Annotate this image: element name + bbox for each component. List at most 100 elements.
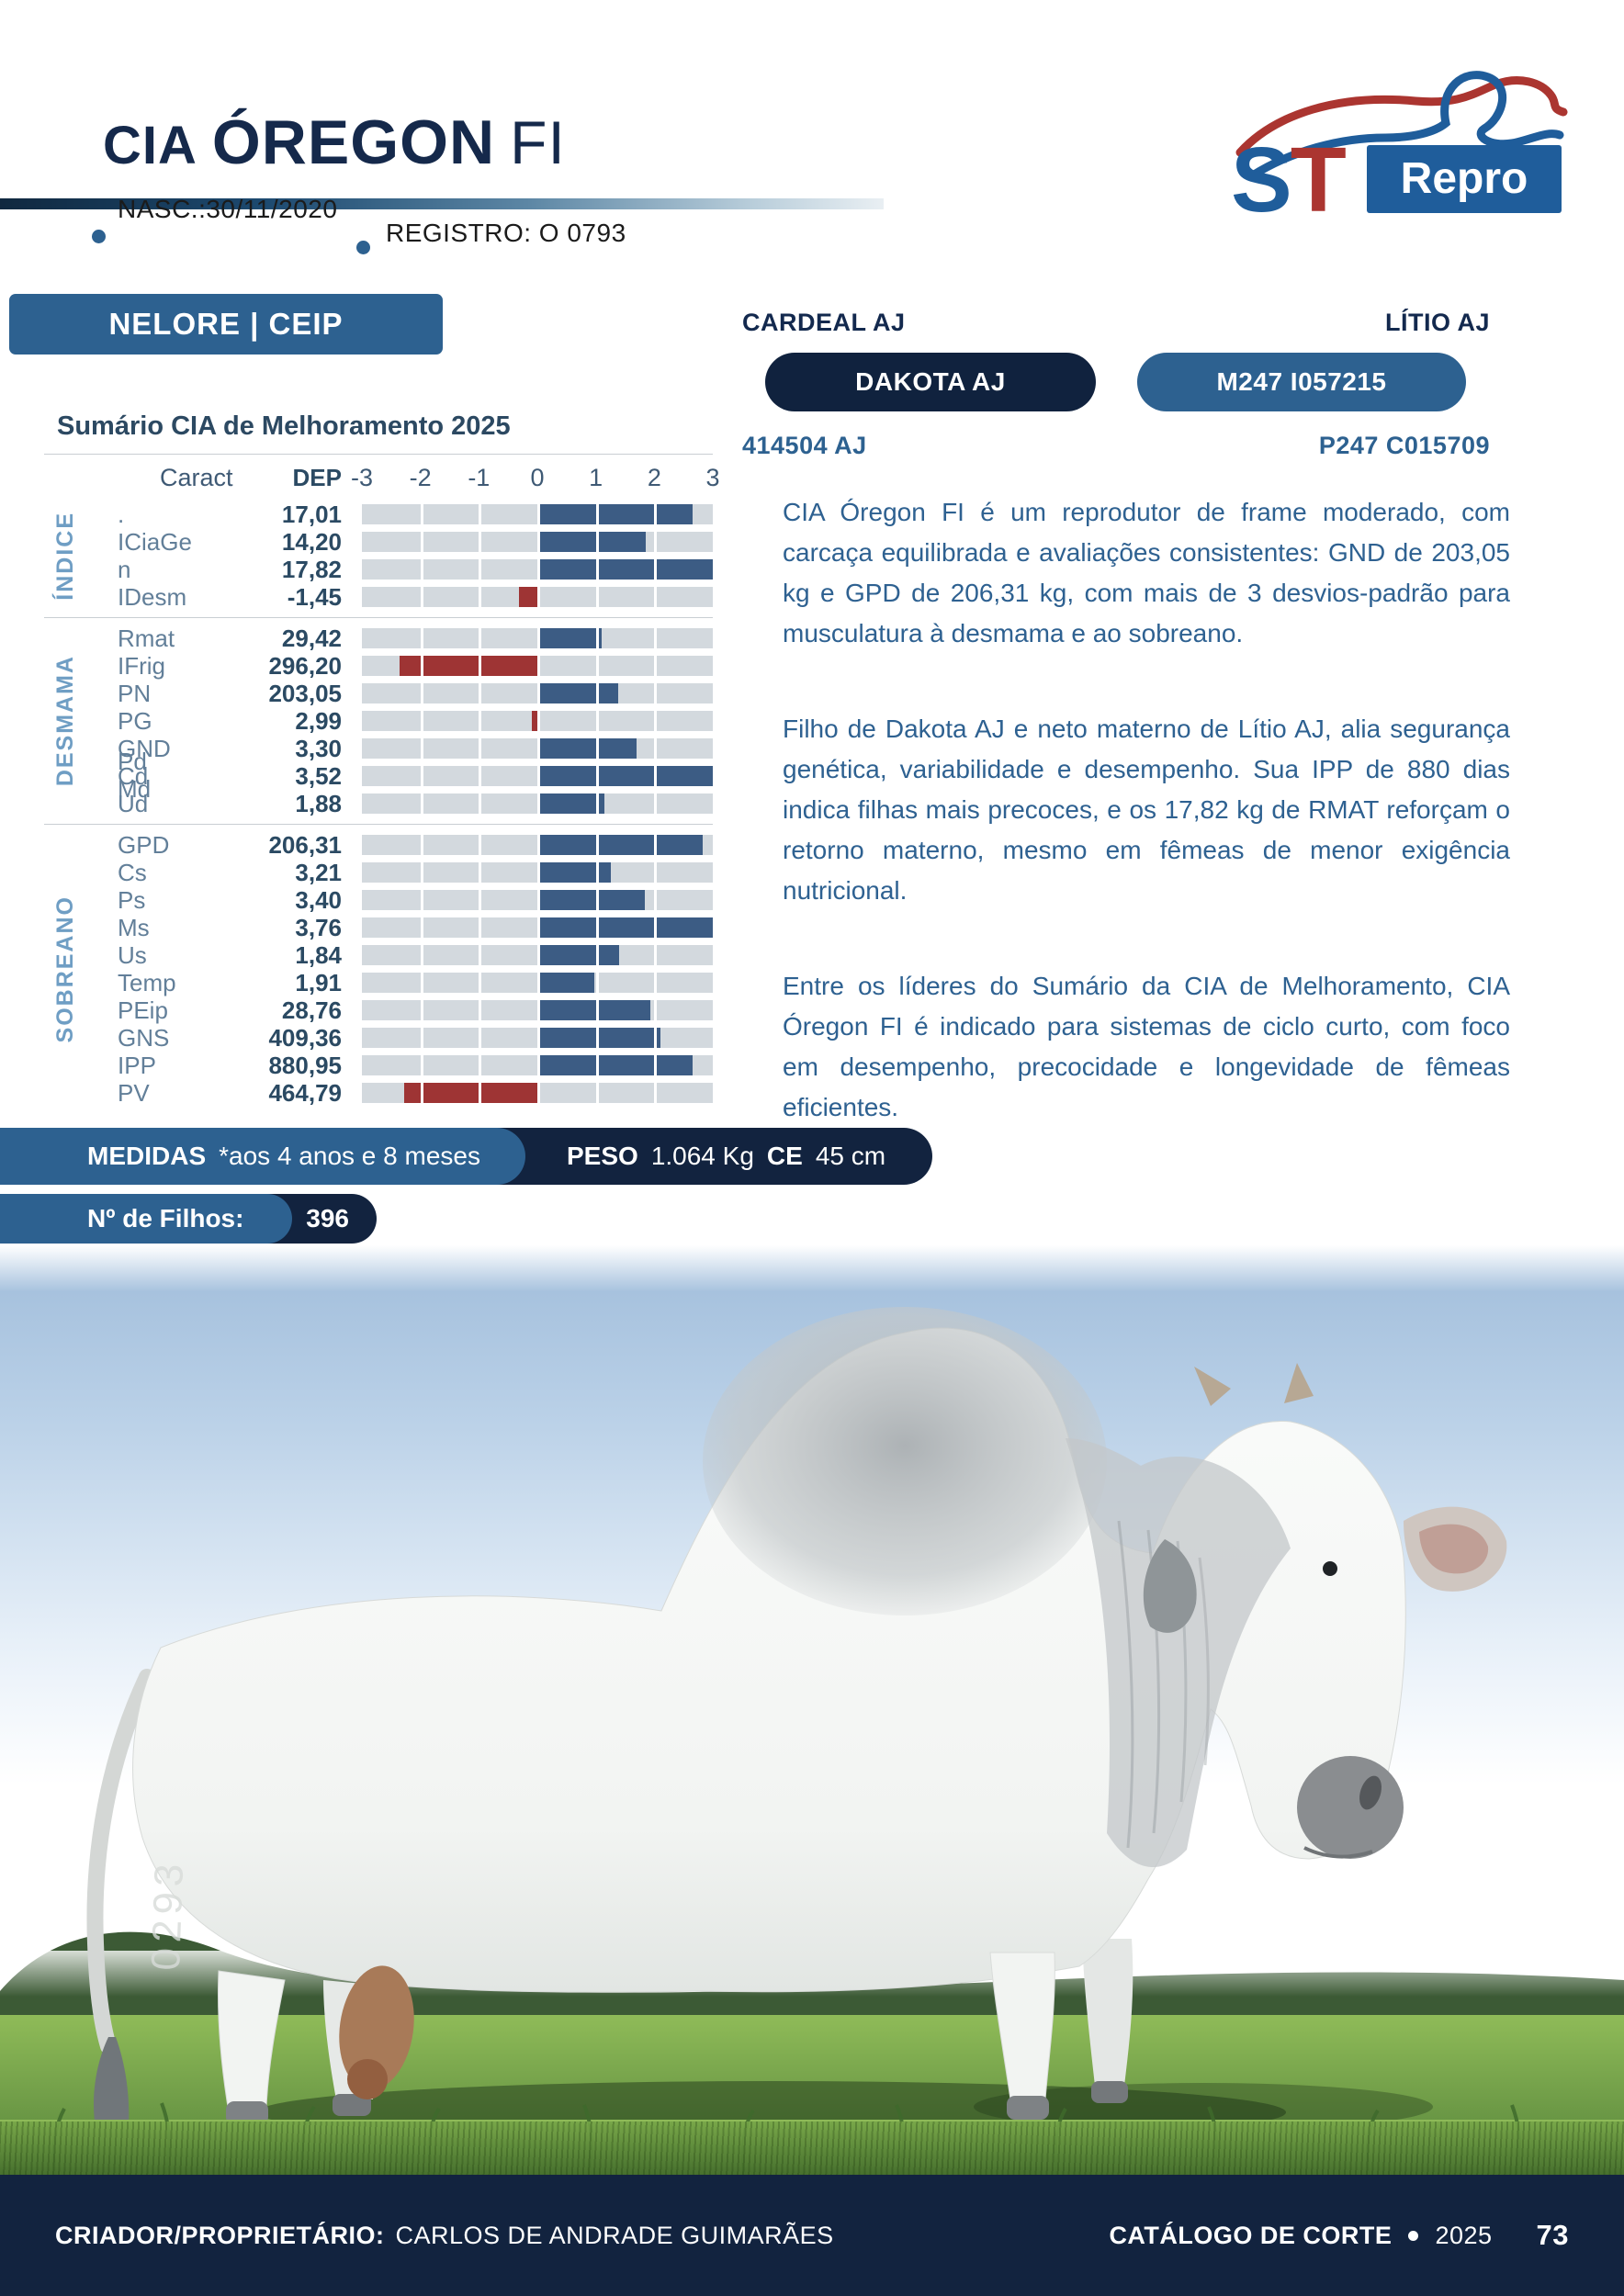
caract-label: n xyxy=(118,556,131,583)
caract-label: Cs xyxy=(118,859,147,886)
dep-value: 17,01 xyxy=(281,500,342,528)
description-paragraph: CIA Óregon FI é um reprodutor de frame m… xyxy=(783,498,1510,647)
caract-label: GPD xyxy=(118,831,170,859)
eye xyxy=(1323,1561,1337,1576)
caract-label: ICiaGe xyxy=(118,528,192,556)
dep-value: 1,91 xyxy=(295,968,342,996)
dep-value: 464,79 xyxy=(268,1078,342,1107)
caract-label: Ms xyxy=(118,914,150,941)
dep-bar xyxy=(362,628,713,648)
caract-label: PG xyxy=(118,707,152,735)
peso-value: 1.064 Kg xyxy=(650,1142,754,1170)
caract-label: IPP xyxy=(118,1052,156,1079)
caract-label: Ps xyxy=(118,886,146,914)
dep-bar xyxy=(362,1028,713,1048)
chart-row: Ms 3,76 xyxy=(86,914,713,941)
dep-bar xyxy=(362,1055,713,1075)
section-label: ÍNDICE xyxy=(51,511,78,601)
neck-fold xyxy=(1117,1520,1134,1849)
description-paragraph: Entre os líderes do Sumário da CIA de Me… xyxy=(783,972,1510,1121)
sheath-tip xyxy=(347,2059,388,2099)
description-text: CIA Óregon FI é um reprodutor de frame m… xyxy=(783,492,1510,1183)
caract-label-overlap: Pd xyxy=(118,748,147,775)
chart-row: IFrig 296,20 xyxy=(86,652,713,680)
section-divider xyxy=(44,617,713,618)
progeny-label-pill: Nº de Filhos: xyxy=(0,1194,292,1244)
dep-value: 3,40 xyxy=(295,885,342,914)
dep-value: 2,99 xyxy=(295,706,342,735)
chart-row: Us 1,84 xyxy=(86,941,713,969)
dep-value: 409,36 xyxy=(268,1023,342,1052)
peso-label: PESO xyxy=(567,1142,638,1170)
dep-value: 29,42 xyxy=(281,624,342,652)
dep-bar xyxy=(362,973,713,993)
paternal-grandsire: CARDEAL AJ xyxy=(742,309,906,336)
title-suffix: FI xyxy=(510,108,566,176)
logo-blue-ribbon xyxy=(1246,71,1564,181)
logo-repro-text: Repro xyxy=(1401,154,1528,203)
axis-ticks: -3 -2 -1 0 1 2 3 xyxy=(351,464,720,491)
chart-row: PG 2,99 xyxy=(86,707,713,735)
catalog-title: CATÁLOGO DE CORTE xyxy=(1109,2221,1393,2249)
dep-bar xyxy=(362,793,713,814)
dep-value: 296,20 xyxy=(268,651,342,680)
dep-bar xyxy=(362,1083,713,1103)
owner-info: CRIADOR/PROPRIETÁRIO: CARLOS DE ANDRADE … xyxy=(55,2222,834,2250)
title-prefix: CIA xyxy=(103,116,197,175)
section-label: DESMAMA xyxy=(51,655,78,787)
hoof xyxy=(1007,2096,1049,2120)
ce-value: 45 cm xyxy=(815,1142,886,1170)
title-underline xyxy=(0,198,884,209)
horn xyxy=(1284,1363,1314,1403)
sheath xyxy=(339,1965,414,2090)
chart-row: Cd Md 3,52 xyxy=(86,762,713,803)
chart-section-sobreano: SOBREANO GPD 206,31 Cs 3,21 Ps 3,40 Ms 3,76 Us 1,… xyxy=(44,831,713,1107)
chart-row: GND Pd 3,30 xyxy=(86,734,713,773)
dep-chart: Caract DEP -3 -2 -1 0 1 2 3 ÍNDICE . 17,01 ICiaG… xyxy=(44,454,720,1107)
chart-row: Cs 3,21 xyxy=(86,859,713,886)
neck-fold xyxy=(1198,1557,1210,1766)
dep-value: 1,84 xyxy=(295,940,342,969)
dep-bar xyxy=(362,711,713,731)
paternal-granddam: 414504 AJ xyxy=(742,432,867,459)
bull-shadow xyxy=(974,2083,1433,2131)
st-repro-logo: ST Repro xyxy=(1231,71,1568,219)
chart-section-indice: ÍNDICE . 17,01 ICiaGe 14,20 n 17,82 IDesm -1,45 xyxy=(44,501,713,611)
dep-bar xyxy=(362,917,713,938)
dep-value: 3,21 xyxy=(295,858,342,886)
dep-value: 206,31 xyxy=(268,830,342,859)
sire-pill: DAKOTA AJ xyxy=(765,353,1096,411)
chart-row: n 17,82 xyxy=(86,556,713,583)
dep-bar xyxy=(362,835,713,855)
caract-label: IDesm xyxy=(118,583,187,611)
chart-row: GPD 206,31 xyxy=(86,831,713,859)
bullet-icon xyxy=(1408,2230,1419,2241)
dep-bar xyxy=(362,862,713,883)
medidas-label: MEDIDAS xyxy=(87,1142,207,1170)
description-paragraph: Filho de Dakota AJ e neto materno de Lít… xyxy=(783,715,1510,905)
owner-label: CRIADOR/PROPRIETÁRIO: xyxy=(55,2221,385,2249)
caract-label: Cd Md xyxy=(118,762,152,803)
dep-bar xyxy=(362,683,713,703)
caract-label: Ud xyxy=(118,790,149,817)
ce-label: CE xyxy=(766,1142,803,1170)
caract-label: . xyxy=(118,501,125,528)
dep-value: -1,45 xyxy=(287,582,342,611)
mouth-line xyxy=(1303,1846,1373,1859)
caract-column-header: Caract xyxy=(160,463,233,491)
dep-bar xyxy=(362,656,713,676)
dep-bar xyxy=(362,738,713,759)
dep-bar xyxy=(362,1000,713,1020)
hoof xyxy=(1091,2081,1128,2103)
brand-mark: 0293 xyxy=(143,1858,192,1972)
axis-tick: 3 xyxy=(705,464,720,491)
chart-row: PV 464,79 xyxy=(86,1079,713,1107)
nostril xyxy=(1359,1775,1382,1810)
axis-tick: -1 xyxy=(468,464,491,491)
chart-row: GNS 409,36 xyxy=(86,1024,713,1052)
axis-tick: 2 xyxy=(647,464,661,491)
chart-row: Ud 1,88 xyxy=(86,790,713,817)
dep-value: 3,30 xyxy=(295,734,342,762)
muzzle xyxy=(1297,1756,1404,1859)
axis-tick: -3 xyxy=(350,464,374,491)
